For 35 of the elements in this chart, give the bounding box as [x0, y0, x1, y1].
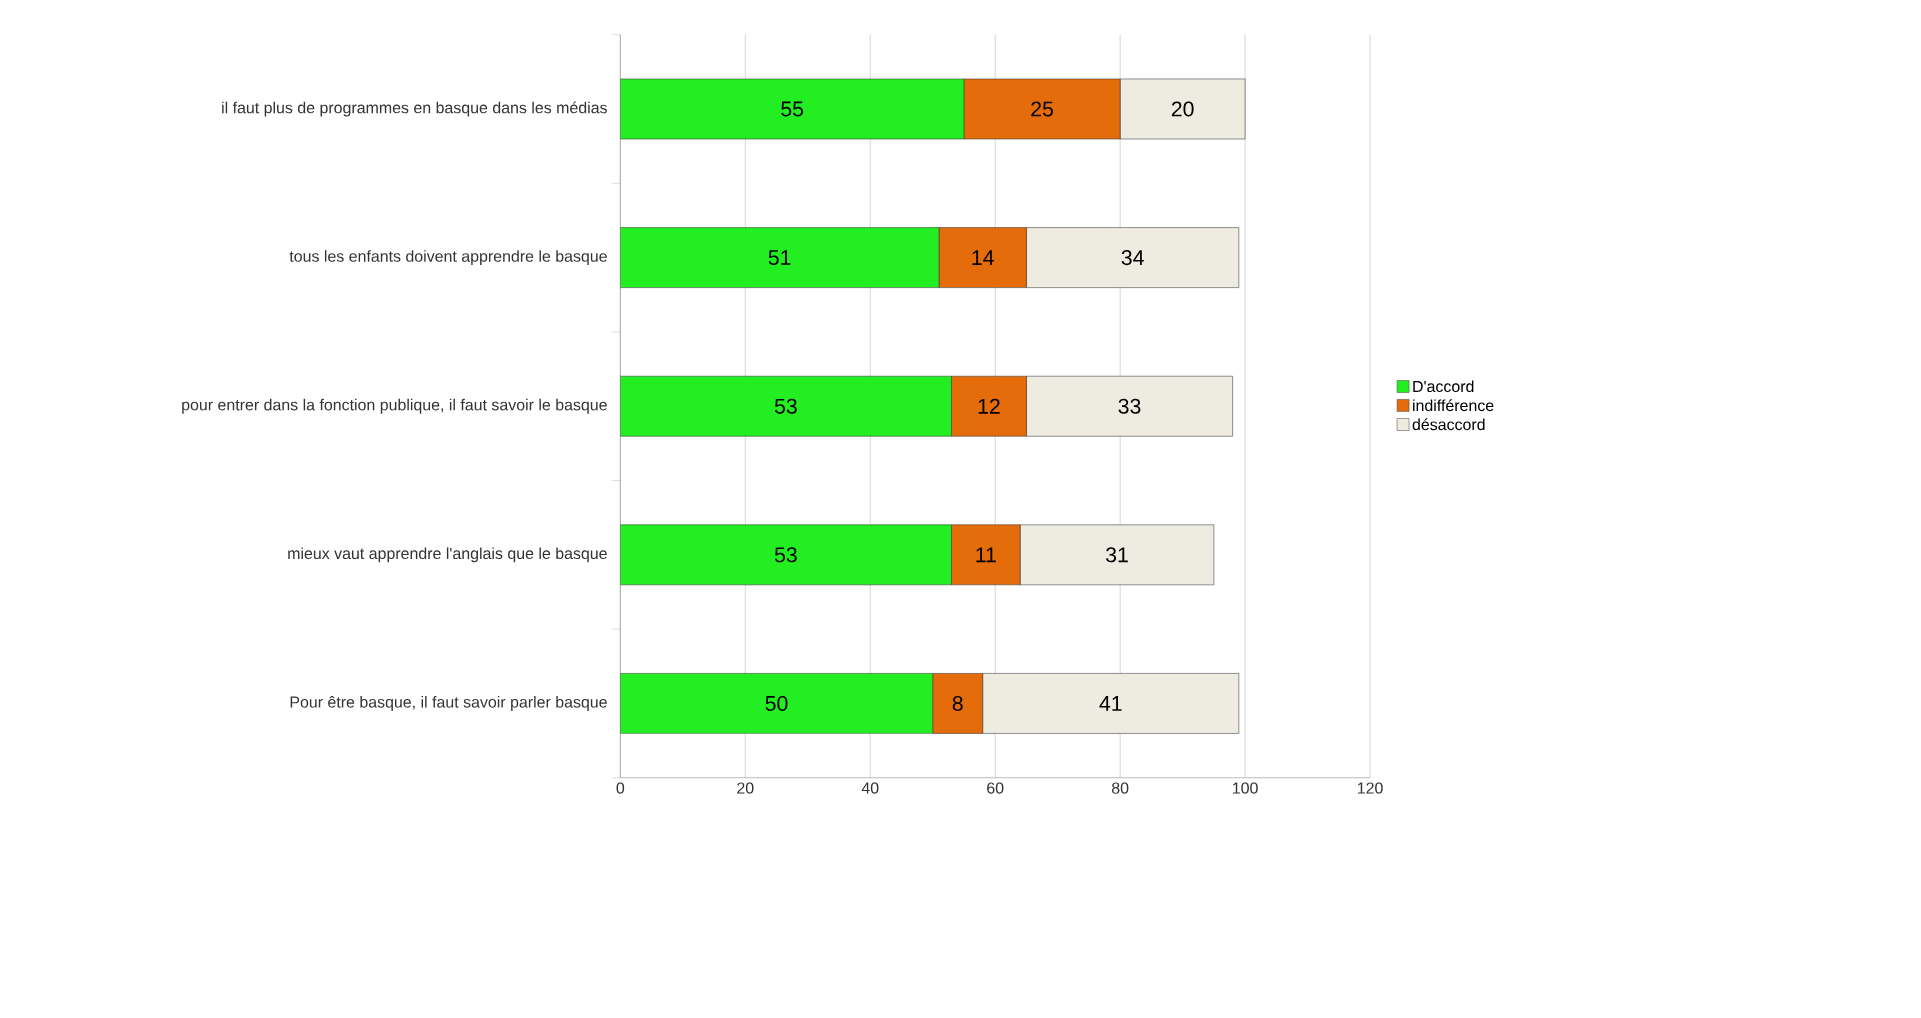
legend-label: indifférence — [1413, 399, 1494, 412]
data-label: 14 — [972, 250, 994, 265]
x-tick-label: 60 — [987, 782, 1004, 794]
legend-label: D'accord — [1413, 380, 1474, 393]
bar — [620, 227, 940, 288]
bar — [620, 78, 965, 140]
data-label: 12 — [978, 398, 1000, 414]
data-label: 25 — [1031, 101, 1053, 117]
y-tick-label: mieux vaut apprendre l'anglais que le basque — [288, 547, 607, 563]
bar — [620, 524, 952, 586]
x-tick-label: 20 — [737, 782, 754, 794]
x-tick-label: 100 — [1233, 782, 1258, 794]
x-tick-label: 40 — [861, 782, 879, 794]
bar — [620, 375, 952, 437]
data-label: 41 — [1099, 696, 1122, 711]
data-label: 20 — [1171, 101, 1194, 117]
y-tick-label: Pour être basque, il faut savoir parler basque — [290, 696, 607, 711]
x-tick-label: 80 — [1111, 782, 1129, 794]
data-label: 53 — [774, 398, 797, 414]
y-tick-label: tous les enfants doivent apprendre le basque — [289, 250, 607, 266]
data-label: 34 — [1121, 250, 1144, 266]
legend-label: désaccord — [1412, 418, 1485, 431]
y-tick-label: il faut plus de programmes en basque dans les médias — [222, 101, 607, 117]
data-label: 51 — [768, 250, 791, 266]
y-tick-label: pour entrer dans la fonction publique, il faut savoir le basque — [182, 398, 607, 414]
bar — [620, 673, 933, 734]
data-label: 53 — [774, 547, 797, 563]
data-label: 8 — [952, 695, 963, 712]
data-label: 31 — [1106, 547, 1128, 563]
data-label: 33 — [1118, 398, 1141, 414]
data-label: 50 — [765, 695, 788, 712]
x-tick-label: 0 — [616, 782, 625, 794]
data-label: 55 — [781, 101, 804, 117]
x-tick-label: 120 — [1357, 782, 1383, 794]
data-label: 11 — [976, 547, 996, 563]
